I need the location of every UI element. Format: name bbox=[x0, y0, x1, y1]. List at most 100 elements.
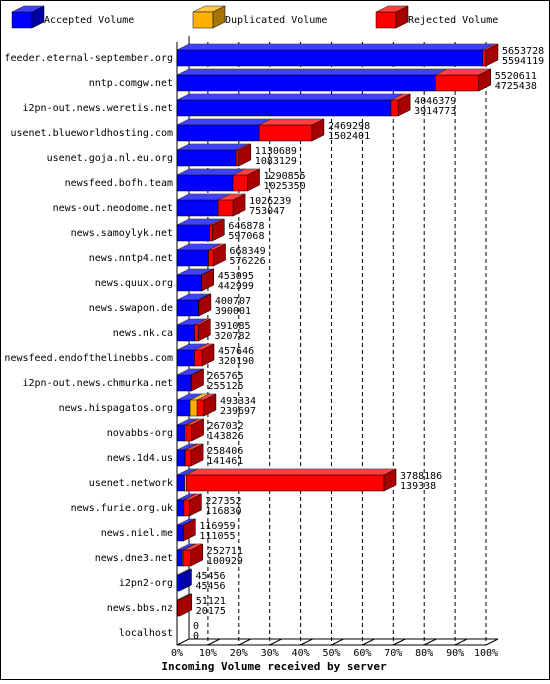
x-tick-label: 0% bbox=[171, 648, 183, 659]
accepted-label: 116830 bbox=[205, 506, 241, 517]
accepted-label: 1025350 bbox=[264, 181, 306, 192]
y-tick-label: i2pn-out.news.weretis.net bbox=[22, 103, 173, 114]
bar-segment bbox=[177, 400, 190, 416]
y-tick-label: newsfeed.bofh.team bbox=[65, 178, 173, 189]
x-tick-label: 30% bbox=[261, 648, 279, 659]
bar-segment bbox=[177, 550, 183, 566]
bar-segment bbox=[185, 450, 191, 466]
bar-segment bbox=[177, 275, 201, 291]
accepted-label: 320190 bbox=[218, 356, 254, 367]
accepted-label: 442999 bbox=[218, 281, 254, 292]
x-tick-label: 40% bbox=[292, 648, 310, 659]
y-tick-label: nntp.comgw.net bbox=[89, 78, 173, 89]
x-tick-label: 100% bbox=[474, 648, 498, 659]
bar-segment bbox=[177, 225, 210, 241]
bar-segment bbox=[177, 575, 179, 591]
bar-segment bbox=[177, 250, 208, 266]
y-tick-label: news.furie.org.uk bbox=[71, 503, 173, 514]
x-tick-label: 50% bbox=[322, 648, 340, 659]
bar-segment bbox=[177, 375, 191, 391]
bar-segment bbox=[195, 325, 199, 341]
accepted-label: 576226 bbox=[230, 256, 266, 267]
y-tick-label: news.bbs.nz bbox=[107, 603, 173, 614]
accepted-label: 111055 bbox=[199, 531, 235, 542]
bar-segment bbox=[190, 400, 197, 416]
accepted-label: 100929 bbox=[207, 556, 243, 567]
accepted-label: 597068 bbox=[228, 231, 264, 242]
bar-segment bbox=[177, 425, 185, 441]
y-tick-label: news.nntp4.net bbox=[89, 253, 173, 264]
bar-segment bbox=[177, 125, 259, 141]
y-tick-label: news.nk.ca bbox=[113, 328, 173, 339]
bar-segment-top-shade bbox=[177, 119, 271, 125]
accepted-label: 0 bbox=[193, 631, 199, 642]
accepted-label: 3914773 bbox=[414, 106, 456, 117]
x-tick-label: 70% bbox=[384, 648, 402, 659]
accepted-label: 143826 bbox=[208, 431, 244, 442]
accepted-label: 20175 bbox=[196, 606, 226, 617]
y-tick-label: i2pn-out.news.chmurka.net bbox=[22, 378, 173, 389]
y-tick-label: novabbs-org bbox=[107, 428, 173, 439]
chart-title: Incoming Volume received by server bbox=[161, 660, 387, 673]
bar-segment bbox=[177, 175, 233, 191]
legend-swatch bbox=[376, 12, 396, 28]
bar-segment bbox=[184, 550, 191, 566]
bar-segment bbox=[177, 475, 185, 491]
accepted-label: 5594119 bbox=[502, 56, 544, 67]
y-tick-label: newsfeed.endofthelinebbs.com bbox=[4, 353, 173, 364]
accepted-label: 4725438 bbox=[495, 81, 537, 92]
y-tick-label: usenet.blueworldhosting.com bbox=[10, 128, 173, 139]
y-tick-label: news.1d4.us bbox=[107, 453, 173, 464]
accepted-label: 255125 bbox=[208, 381, 244, 392]
accepted-label: 139338 bbox=[400, 481, 436, 492]
y-tick-label: news.dne3.net bbox=[95, 553, 173, 564]
accepted-label: 45456 bbox=[195, 581, 225, 592]
bar-segment bbox=[177, 200, 218, 216]
y-tick-label: news.hispagatos.org bbox=[59, 403, 173, 414]
bar-segment-top-shade bbox=[177, 44, 495, 50]
accepted-label: 141461 bbox=[207, 456, 243, 467]
x-tick-label: 60% bbox=[353, 648, 371, 659]
bar-segment bbox=[177, 450, 185, 466]
bar-segment bbox=[197, 400, 204, 416]
bar-segment bbox=[177, 75, 435, 91]
y-tick-label: news-out.neodome.net bbox=[53, 203, 173, 214]
bar-segment-top-shade bbox=[177, 69, 447, 75]
legend-swatch bbox=[12, 12, 32, 28]
y-tick-label: feeder.eternal-september.org bbox=[4, 53, 173, 64]
y-tick-label: i2pn2-org bbox=[119, 578, 173, 589]
bar-segment-top-shade bbox=[177, 94, 403, 100]
bar-segment bbox=[259, 125, 312, 141]
bar-segment bbox=[177, 300, 198, 316]
bar-segment bbox=[177, 500, 183, 516]
bar-segment bbox=[177, 150, 236, 166]
bar-segment bbox=[184, 500, 189, 516]
y-tick-label: news.niel.me bbox=[101, 528, 173, 539]
accepted-label: 239697 bbox=[220, 406, 256, 417]
bar-segment bbox=[177, 100, 391, 116]
accepted-label: 320782 bbox=[214, 331, 250, 342]
x-tick-label: 80% bbox=[415, 648, 433, 659]
legend-label: Rejected Volume bbox=[408, 15, 498, 26]
bar-segment bbox=[435, 75, 478, 91]
bar-segment bbox=[194, 350, 202, 366]
accepted-label: 1502401 bbox=[328, 131, 370, 142]
y-tick-label: news.swapon.de bbox=[89, 303, 173, 314]
x-tick-label: 20% bbox=[230, 648, 248, 659]
bar-segment bbox=[177, 325, 195, 341]
bar-segment bbox=[236, 150, 239, 166]
bar-segment bbox=[186, 425, 192, 441]
y-tick-label: news.samoylyk.net bbox=[71, 228, 173, 239]
bar-segment bbox=[177, 50, 483, 66]
bar-segment bbox=[186, 475, 384, 491]
bar-segment bbox=[210, 225, 213, 241]
accepted-label: 1083129 bbox=[255, 156, 297, 167]
legend-label: Duplicated Volume bbox=[225, 15, 327, 26]
bar-segment bbox=[391, 100, 398, 116]
x-tick-label: 90% bbox=[446, 648, 464, 659]
accepted-label: 753047 bbox=[249, 206, 285, 217]
bar-segment-top-shade bbox=[186, 469, 396, 475]
y-tick-label: news.quux.org bbox=[95, 278, 173, 289]
bar-segment bbox=[178, 600, 180, 616]
